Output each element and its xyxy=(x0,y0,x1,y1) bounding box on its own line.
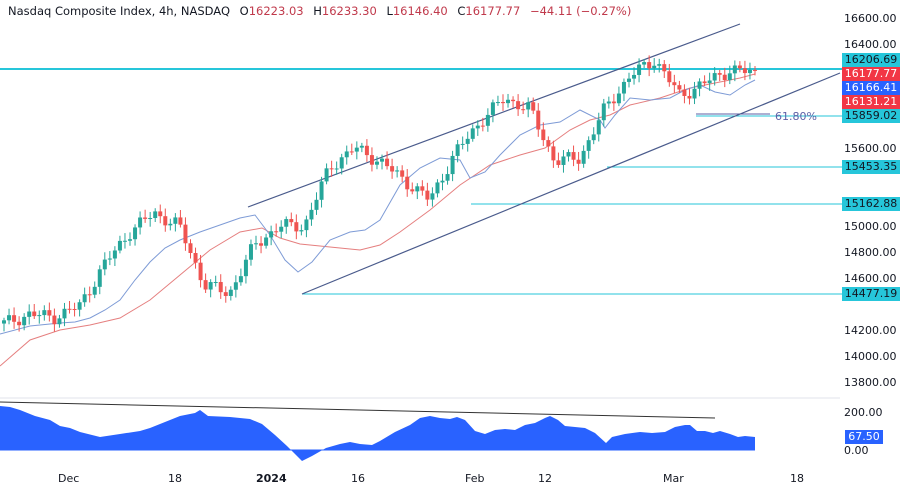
time-label: 12 xyxy=(538,472,552,485)
price-tick: 14200.00 xyxy=(844,324,897,337)
price-tick: 16600.00 xyxy=(844,12,897,25)
price-tick: 14000.00 xyxy=(844,350,897,363)
price-tag-14477: 14477.19 xyxy=(842,287,900,301)
time-label: Feb xyxy=(465,472,485,485)
price-tick: 13800.00 xyxy=(844,376,897,389)
oscillator-current-tag: 67.50 xyxy=(845,430,883,444)
fib-label: 61.80% xyxy=(775,110,817,123)
price-tick: 14800.00 xyxy=(844,246,897,259)
price-tick: 16400.00 xyxy=(844,38,897,51)
high-label: H xyxy=(313,4,322,18)
oscillator-tick: 0.00 xyxy=(844,444,869,457)
channel-upper-line[interactable] xyxy=(247,23,741,208)
time-label: 16 xyxy=(351,472,365,485)
fast-moving-average xyxy=(0,79,756,335)
price-tick: 15000.00 xyxy=(844,220,897,233)
time-label: Dec xyxy=(58,472,80,485)
close-label: C xyxy=(457,4,466,18)
time-label: 2024 xyxy=(256,472,287,485)
price-tag-15162: 15162.88 xyxy=(842,197,900,211)
candlesticks[interactable] xyxy=(2,55,757,332)
open-label: O xyxy=(239,4,249,18)
oscillator-area[interactable] xyxy=(0,406,755,461)
price-tag-15859: 15859.02 xyxy=(842,109,900,123)
low-label: L xyxy=(386,4,393,18)
slow-moving-average xyxy=(0,73,756,367)
price-tag-fast-ma: 16166.41 xyxy=(842,81,900,95)
price-tag-resistance: 16206.69 xyxy=(842,53,900,67)
price-tick: 15600.00 xyxy=(844,142,897,155)
low-value: 16146.40 xyxy=(392,4,448,18)
close-value: 16177.77 xyxy=(465,4,521,18)
price-tag-15453: 15453.35 xyxy=(842,160,900,174)
high-value: 16233.30 xyxy=(321,4,377,18)
chart-header: Nasdaq Composite Index, 4h, NASDAQ O1622… xyxy=(8,4,637,18)
open-value: 16223.03 xyxy=(248,4,304,18)
oscillator-trendline[interactable] xyxy=(0,401,716,419)
price-tag-last: 16177.77 xyxy=(842,67,900,81)
channel-lower-line[interactable] xyxy=(301,72,841,295)
symbol-title[interactable]: Nasdaq Composite Index, 4h, NASDAQ xyxy=(8,4,230,18)
time-label: 18 xyxy=(790,472,804,485)
change-value: −44.11 (−0.27%) xyxy=(529,4,632,18)
price-tag-slow-ma: 16131.21 xyxy=(842,95,900,109)
time-label: Mar xyxy=(663,472,684,485)
oscillator-tick: 200.00 xyxy=(844,406,883,419)
price-tick: 14600.00 xyxy=(844,272,897,285)
time-label: 18 xyxy=(168,472,182,485)
